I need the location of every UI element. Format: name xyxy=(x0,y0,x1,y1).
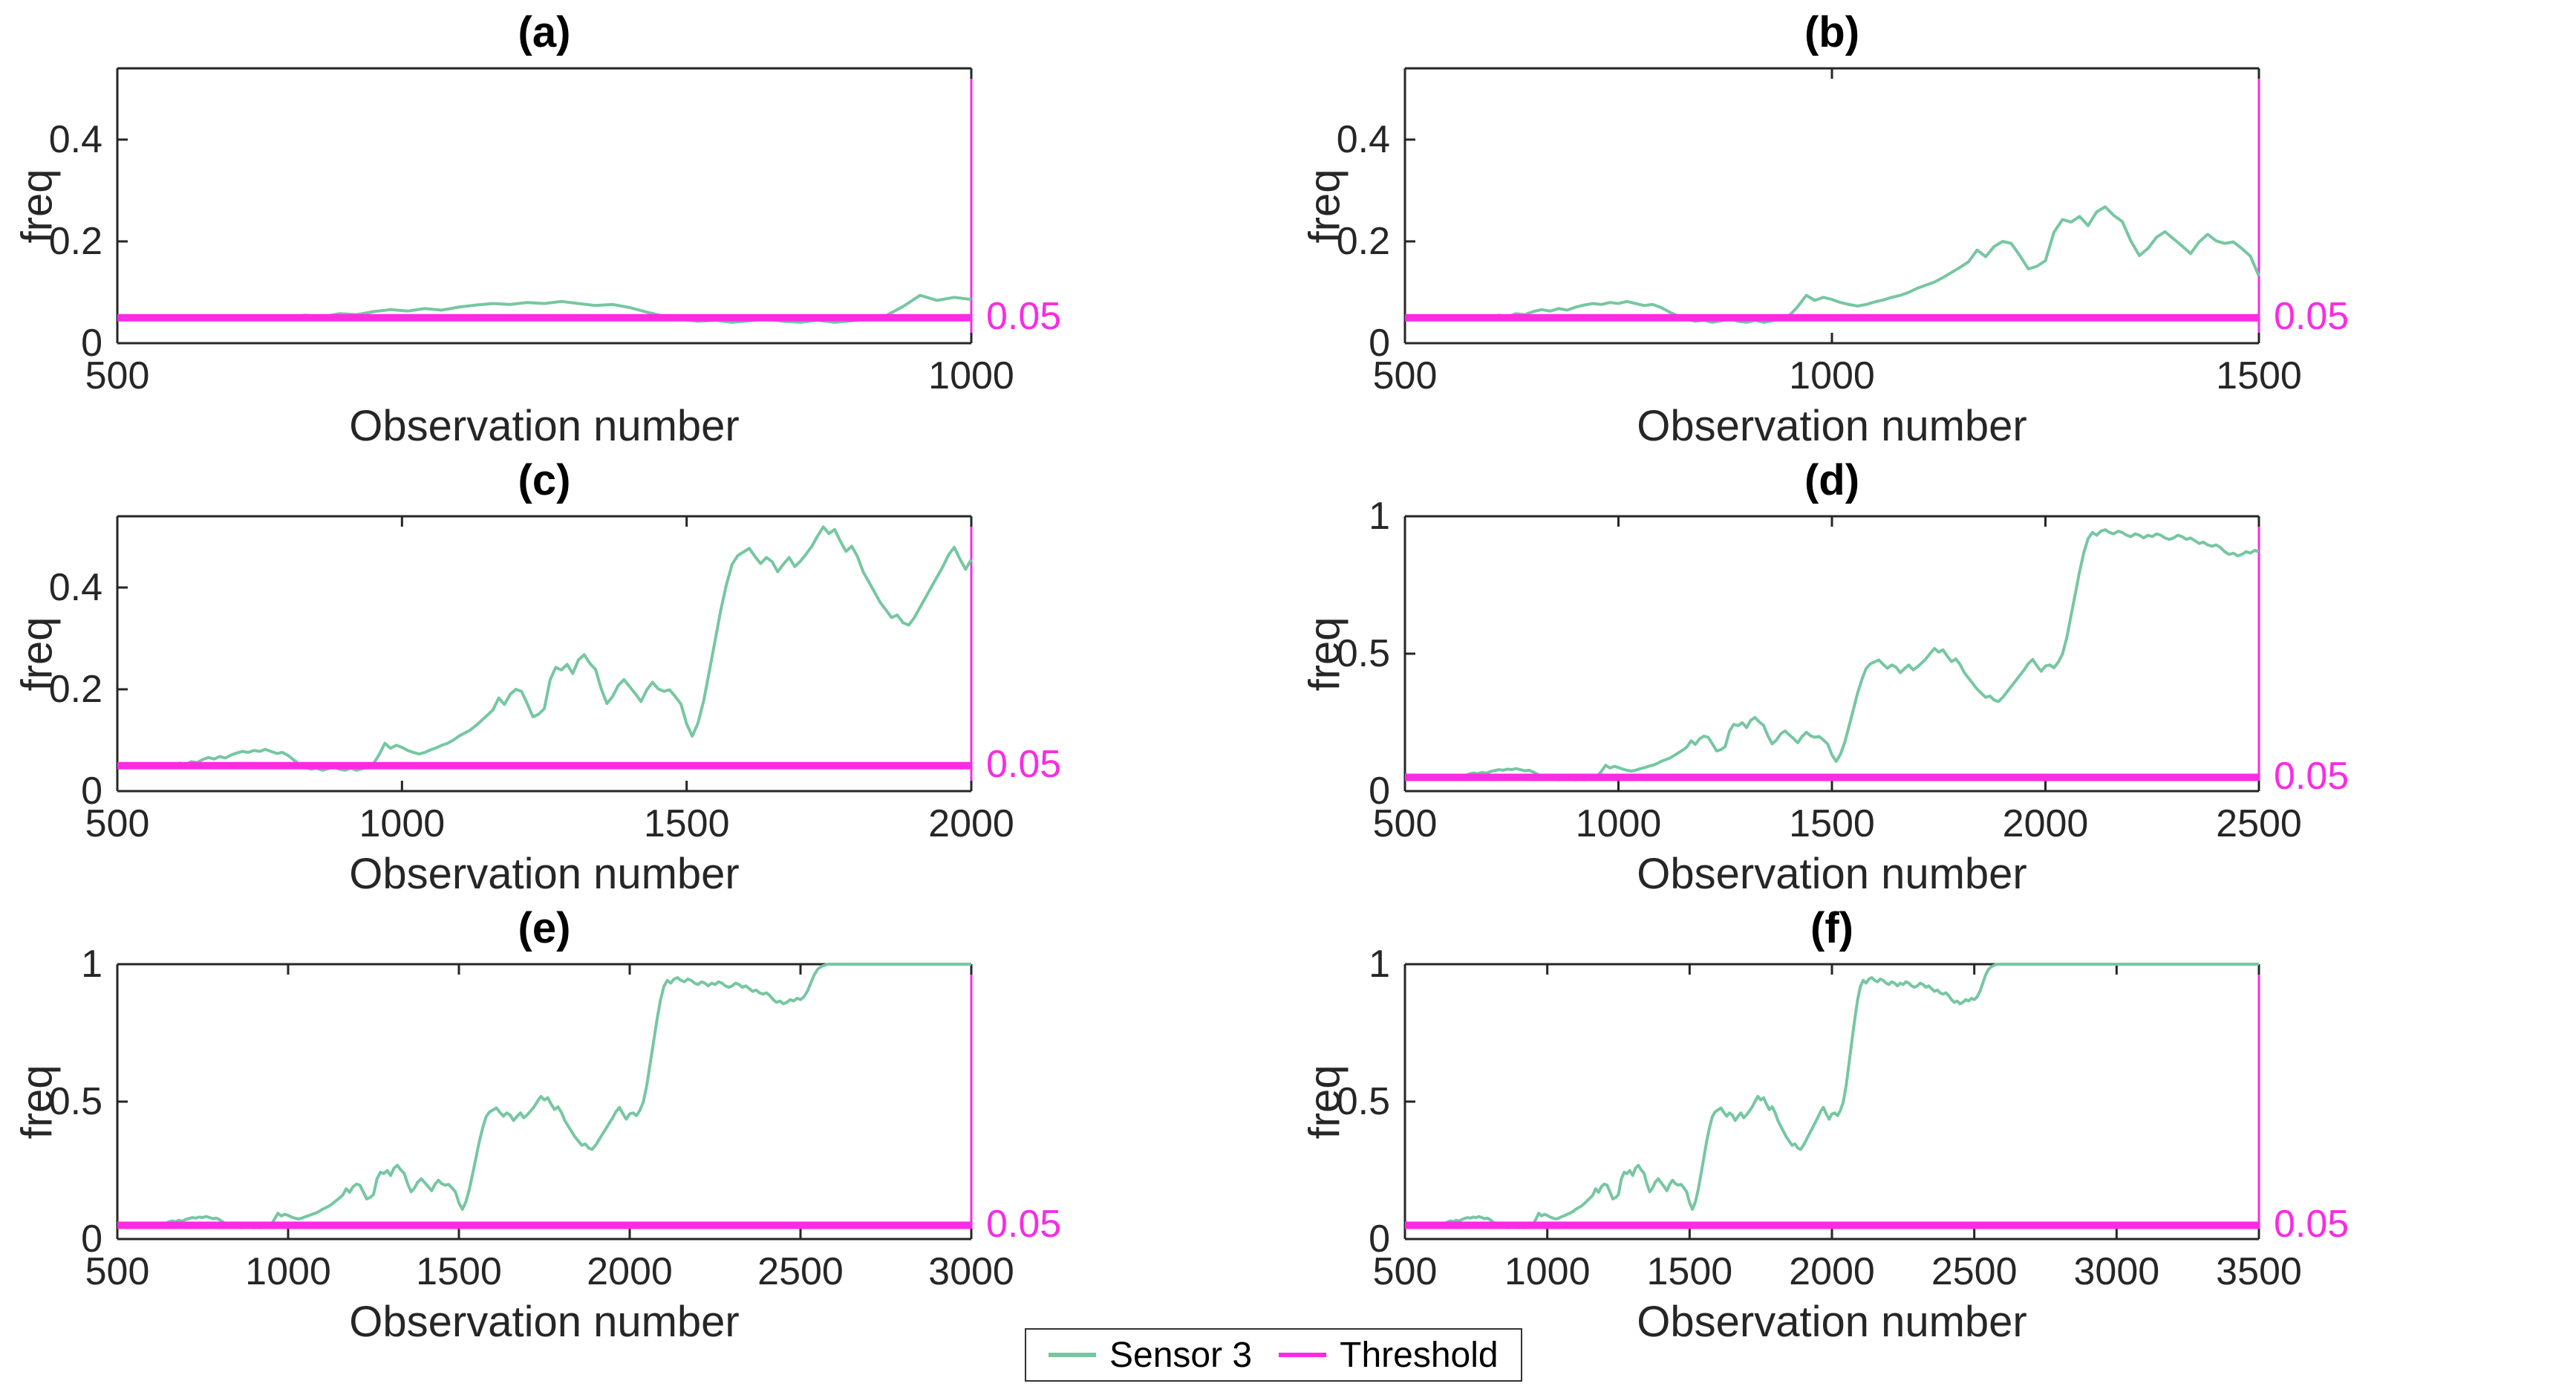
panel-title: (b) xyxy=(1804,8,1860,56)
panel-f: (f) freq Observation number 0.05 500 1000… xyxy=(1288,896,2576,1346)
y-tick-label: 0 xyxy=(81,322,102,365)
y-tick-label: 0.4 xyxy=(48,565,102,609)
y-tick-label: 0.5 xyxy=(48,1080,102,1123)
y-tick-label: 0 xyxy=(81,770,102,813)
threshold-value-label: 0.05 xyxy=(2274,1202,2350,1246)
threshold-line-sample xyxy=(1279,1353,1327,1357)
sensor3-line xyxy=(173,525,973,772)
x-tick-label: 3000 xyxy=(928,1250,1014,1293)
x-tick-label: 1000 xyxy=(1504,1250,1591,1293)
panel-f-plot xyxy=(1403,963,2260,1241)
x-axis-label: Observation number xyxy=(1637,402,2027,450)
panel-title: (d) xyxy=(1804,456,1860,504)
y-tick-label: 0.4 xyxy=(48,117,102,161)
x-tick-label: 1000 xyxy=(1575,802,1662,845)
y-tick-label: 1 xyxy=(1369,943,1390,986)
x-tick-label: 1000 xyxy=(928,354,1014,397)
y-tick-label: 0 xyxy=(1369,770,1390,813)
x-axis-label: Observation number xyxy=(1637,850,2027,898)
y-tick-label: 0.4 xyxy=(1336,117,1390,161)
x-tick-label: 1500 xyxy=(2216,354,2302,397)
sensor3-line xyxy=(1447,528,2260,781)
x-axis-label: Observation number xyxy=(349,402,740,450)
y-tick-label: 0 xyxy=(81,1217,102,1261)
panel-d-plot xyxy=(1403,515,2260,793)
panel-title: (a) xyxy=(518,8,571,56)
panel-d: (d) freq Observation number 0.05 500 1000… xyxy=(1288,448,2576,898)
x-axis-label: Observation number xyxy=(1637,1298,2027,1346)
x-tick-label: 2500 xyxy=(2216,802,2302,845)
panel-b: (b) freq Observation number 0.05 500 1000… xyxy=(1288,0,2576,450)
legend: Sensor 3 Threshold xyxy=(1025,1328,1522,1382)
x-tick-label: 1000 xyxy=(359,802,446,845)
x-tick-label: 1500 xyxy=(1646,1250,1733,1293)
y-tick-label: 0 xyxy=(1369,322,1390,365)
panel-a-plot xyxy=(116,67,973,345)
x-tick-label: 500 xyxy=(1372,1250,1438,1293)
x-tick-label: 3500 xyxy=(2216,1250,2302,1293)
x-tick-label: 1000 xyxy=(245,1250,331,1293)
x-tick-label: 1000 xyxy=(1789,354,1875,397)
threshold-value-label: 0.05 xyxy=(2274,754,2350,798)
y-tick-label: 0 xyxy=(1369,1217,1390,1261)
x-tick-label: 2000 xyxy=(1789,1250,1875,1293)
legend-item-sensor3: Sensor 3 xyxy=(1049,1335,1252,1376)
threshold-value-label: 0.05 xyxy=(2274,294,2350,338)
x-tick-label: 3000 xyxy=(2073,1250,2160,1293)
sensor3-line xyxy=(1490,205,2260,324)
x-tick-label: 500 xyxy=(1372,354,1438,397)
panel-a: (a) freq Observation number 0.05 500 1000… xyxy=(0,0,1288,450)
x-tick-label: 2500 xyxy=(1931,1250,2018,1293)
y-tick-label: 0.2 xyxy=(1336,219,1390,263)
x-tick-label: 500 xyxy=(85,354,150,397)
legend-item-threshold: Threshold xyxy=(1279,1335,1499,1376)
legend-label-sensor3: Sensor 3 xyxy=(1109,1335,1253,1375)
panel-title: (f) xyxy=(1810,904,1853,952)
threshold-value-label: 0.05 xyxy=(986,294,1062,338)
y-tick-label: 1 xyxy=(1369,495,1390,538)
panel-e: (e) freq Observation number 0.05 500 1000… xyxy=(0,896,1288,1346)
x-tick-label: 1500 xyxy=(643,802,730,845)
panel-e-plot xyxy=(116,963,973,1241)
sensor3-line-sample xyxy=(1049,1353,1096,1357)
threshold-value-label: 0.05 xyxy=(986,1202,1062,1246)
y-tick-label: 0.5 xyxy=(1336,632,1390,675)
y-tick-label: 0.2 xyxy=(48,667,102,711)
y-tick-label: 1 xyxy=(81,943,102,986)
x-tick-label: 1500 xyxy=(1789,802,1875,845)
sensor3-line xyxy=(1432,963,2259,1229)
x-tick-label: 500 xyxy=(1372,802,1438,845)
y-tick-label: 0.2 xyxy=(48,219,102,263)
legend-label-threshold: Threshold xyxy=(1340,1335,1499,1375)
panel-title: (e) xyxy=(518,904,571,952)
figure-grid: (a) freq Observation number 0.05 500 1000… xyxy=(0,0,2576,1346)
x-tick-label: 2000 xyxy=(587,1250,673,1293)
x-axis-label: Observation number xyxy=(349,1298,740,1346)
panel-c-plot xyxy=(116,515,973,793)
panel-title: (c) xyxy=(518,456,571,504)
panel-c: (c) freq Observation number 0.05 500 1000… xyxy=(0,448,1288,898)
x-tick-label: 1500 xyxy=(416,1250,502,1293)
sensor3-line xyxy=(151,963,971,1229)
panel-b-plot xyxy=(1403,67,2260,345)
x-axis-label: Observation number xyxy=(349,850,740,898)
x-tick-label: 500 xyxy=(85,802,150,845)
x-tick-label: 2500 xyxy=(757,1250,844,1293)
y-tick-label: 0.5 xyxy=(1336,1080,1390,1123)
x-tick-label: 2000 xyxy=(928,802,1014,845)
x-tick-label: 500 xyxy=(85,1250,150,1293)
x-tick-label: 2000 xyxy=(2002,802,2089,845)
threshold-value-label: 0.05 xyxy=(986,742,1062,786)
